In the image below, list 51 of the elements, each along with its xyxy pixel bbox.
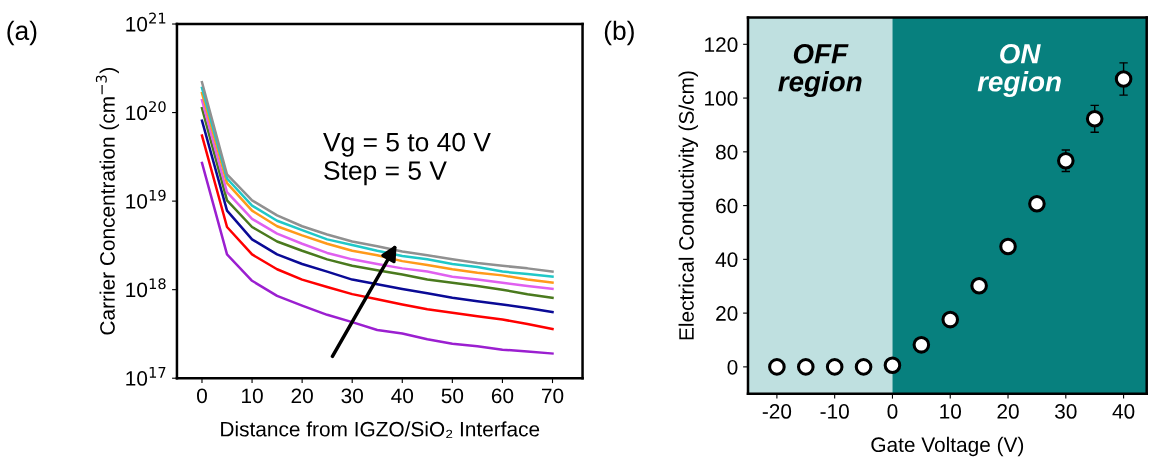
point (1056, 151, 1075, 170)
y-tick-label: 20 (716, 306, 738, 321)
y-tick-label: 120 (705, 37, 738, 53)
point (999, 237, 1017, 256)
y-tick-label: 10$^{17}$ (126, 367, 166, 386)
y-tick-label: 100 (705, 91, 738, 106)
x-tick-label: 40 (1112, 404, 1135, 419)
x-tick-label: 0 (887, 404, 898, 419)
text: (b) (604, 20, 634, 46)
point (796, 358, 815, 376)
point (883, 356, 902, 375)
y-tick-label: 40 (715, 252, 738, 268)
x-tick-label: 70 (541, 388, 564, 404)
x-tick-label: 40 (391, 388, 414, 404)
x-tick-label: -20 (762, 404, 792, 419)
point (941, 310, 960, 329)
x-axis-title: Distance from IGZO/SiO₂ Interface (221, 421, 540, 439)
band-label: ON region (977, 43, 1061, 98)
x-tick-label: 50 (441, 388, 464, 404)
y-tick-label: 10$^{21}$ (126, 12, 166, 32)
x-tick-label: 10 (940, 404, 962, 419)
x-tick-label: 0 (197, 388, 207, 404)
point (1085, 109, 1104, 128)
point (854, 358, 873, 376)
x-axis-title: Gate Voltage (V) (871, 436, 1024, 457)
point (1114, 70, 1133, 88)
point (1028, 194, 1046, 213)
band-label: OFF region (778, 43, 862, 98)
x-tick-label: 20 (997, 404, 1019, 419)
line-series (200, 134, 554, 331)
y-tick-label: 10$^{18}$ (126, 278, 166, 298)
point (970, 276, 988, 295)
x-tick-label: 60 (491, 388, 514, 404)
x-tick-label: -10 (820, 404, 849, 419)
y-tick-label: 80 (716, 144, 738, 160)
annotation: Vg = 5 to 40 V Step = 5 V (323, 132, 491, 186)
x-tick-label: 20 (291, 388, 313, 404)
y-axis-title: Carrier Concentration (cm$^{−3}$) (95, 68, 119, 335)
text: (a) (7, 20, 37, 46)
y-tick-label: 10$^{19}$ (126, 189, 166, 209)
x-tick-label: 30 (341, 388, 363, 404)
y-tick-label: 0 (727, 359, 738, 375)
y-tick-label: 60 (716, 198, 738, 214)
point (768, 358, 786, 376)
y-tick-label: 10$^{20}$ (126, 101, 166, 121)
x-tick-label: 10 (242, 388, 263, 404)
point (912, 336, 931, 354)
x-tick-label: 30 (1055, 404, 1077, 419)
y-axis-title: Electrical Conductivity (S/cm) (678, 71, 698, 340)
line-series (200, 161, 554, 355)
point (825, 358, 844, 376)
